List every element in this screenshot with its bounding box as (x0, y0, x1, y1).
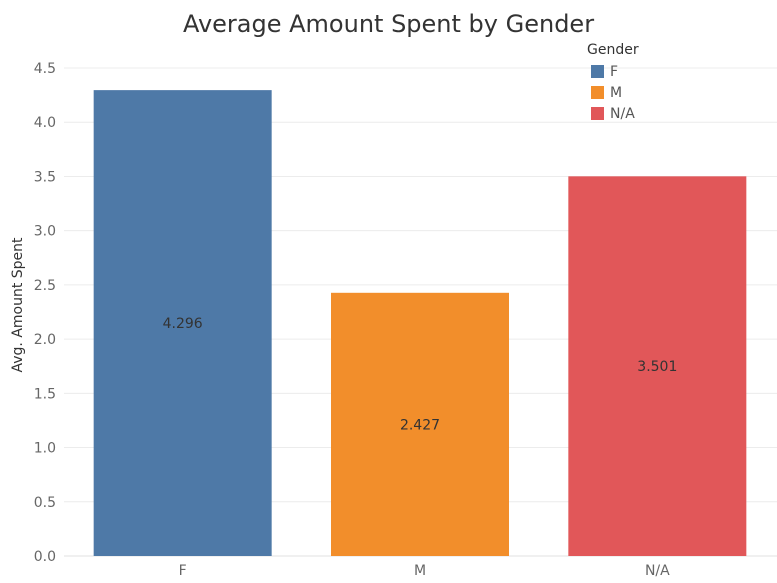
y-tick-label: 3.5 (34, 169, 56, 185)
y-tick-label: 3.0 (34, 224, 56, 240)
chart-title: Average Amount Spent by Gender (182, 10, 595, 38)
y-tick-label: 2.5 (34, 278, 56, 294)
legend-item[interactable]: M (587, 82, 639, 103)
bars (93, 90, 747, 556)
x-category-label: N/A (645, 563, 670, 579)
legend-items: F M N/A (587, 61, 639, 124)
y-tick-label: 2.0 (34, 332, 56, 348)
y-axis-ticks: 0.0 0.5 1.0 1.5 2.0 2.5 3.0 3.5 4.0 4.5 (34, 61, 56, 565)
y-tick-label: 0.0 (34, 549, 56, 565)
y-tick-label: 0.5 (34, 495, 56, 511)
y-tick-label: 4.5 (34, 61, 56, 77)
data-label: 3.501 (637, 359, 677, 375)
legend-item[interactable]: N/A (587, 103, 639, 124)
bar-na[interactable] (568, 176, 747, 556)
y-tick-label: 4.0 (34, 115, 56, 131)
legend-label: M (610, 84, 623, 101)
x-category-label: M (414, 563, 426, 579)
y-tick-label: 1.5 (34, 386, 56, 402)
bar-f[interactable] (93, 90, 272, 556)
legend-label: F (610, 63, 619, 80)
data-label: 4.296 (163, 316, 203, 332)
legend-title: Gender (587, 42, 639, 58)
legend-item[interactable]: F (587, 61, 639, 82)
legend-swatch (591, 86, 604, 99)
legend-swatch (591, 65, 604, 78)
bar-m[interactable] (331, 292, 509, 556)
y-tick-label: 1.0 (34, 441, 56, 457)
x-axis-categories: F M N/A (179, 563, 670, 579)
legend-swatch (591, 107, 604, 120)
legend: Gender F M N/A (587, 42, 639, 124)
legend-label: N/A (610, 105, 635, 122)
y-axis-title: Avg. Amount Spent (10, 237, 26, 373)
data-labels: 4.296 2.427 3.501 (163, 316, 678, 433)
x-category-label: F (179, 563, 187, 579)
data-label: 2.427 (400, 417, 440, 433)
